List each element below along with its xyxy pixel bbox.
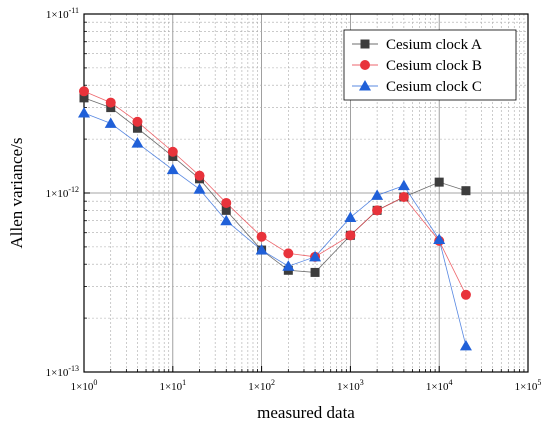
legend-marker [360,39,370,49]
legend-label: Cesium clock B [386,58,482,74]
data-point [460,289,471,300]
data-point [344,211,357,222]
data-point [283,248,294,259]
data-point [105,97,116,108]
legend-marker [360,60,370,70]
series-3 [78,106,472,351]
legend-label: Cesium clock A [386,37,482,53]
x-tick-label: 1×105 [515,378,542,393]
tick-labels: 1×100 1×101 1×102 1×103 1×104 1×105 1×10-13 1×1… [46,6,542,393]
legend: Cesium clock A Cesium clock B Cesium clock… [343,29,517,101]
data-point [459,339,472,351]
data-point [131,137,144,148]
data-point [433,233,446,244]
data-point [167,146,178,157]
data-point [166,163,179,175]
series-layer [78,86,472,351]
y-tick-label: 1×10-12 [46,185,79,200]
axis-ticks [83,13,529,373]
x-axis-title: measured data [257,403,355,422]
x-tick-label: 1×104 [426,378,453,393]
y-tick-label: 1×10-11 [46,6,79,21]
data-point [310,267,320,277]
data-point [255,244,268,255]
data-point [371,189,384,200]
y-tick-label: 1×10-13 [46,364,79,379]
data-point [397,179,410,191]
y-axis-title: Allen variance/s [7,138,26,249]
data-point [104,117,117,128]
data-point [78,106,90,118]
x-tick-label: 1×103 [337,378,364,393]
legend-item: Cesium clock B [352,58,482,74]
data-point [461,186,471,196]
data-point [106,103,116,113]
data-point [345,230,356,241]
legend-item: Cesium clock A [352,37,482,53]
data-point [194,170,205,181]
x-tick-label: 1×100 [71,378,98,393]
data-point [193,183,206,194]
legend-label: Cesium clock C [386,79,482,95]
data-point [79,93,89,103]
data-point [256,231,267,242]
data-point [282,260,295,271]
data-point [220,214,233,226]
data-point [132,116,143,127]
x-tick-label: 1×101 [159,378,186,393]
legend-item: Cesium clock C [352,79,482,95]
x-tick-label: 1×102 [248,378,275,393]
series-2 [79,86,471,300]
data-point [372,205,383,216]
data-point [434,177,444,187]
legend-marker [359,80,371,91]
data-point [398,191,409,202]
data-point [221,205,231,215]
data-point [79,86,89,97]
data-point [132,123,142,133]
data-point [309,250,322,262]
data-point [221,197,232,208]
